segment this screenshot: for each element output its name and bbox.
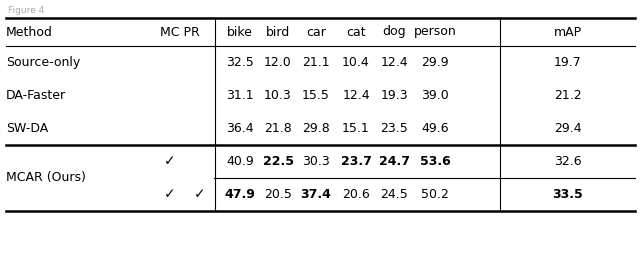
Text: 12.4: 12.4 (342, 89, 370, 102)
Text: 29.9: 29.9 (421, 56, 449, 69)
Text: person: person (413, 26, 456, 38)
Text: bike: bike (227, 26, 253, 38)
Text: 23.7: 23.7 (340, 155, 371, 168)
Text: 29.4: 29.4 (554, 122, 582, 135)
Text: 22.5: 22.5 (262, 155, 294, 168)
Text: 24.7: 24.7 (378, 155, 410, 168)
Text: Figure 4: Figure 4 (8, 6, 44, 15)
Text: 32.5: 32.5 (226, 56, 254, 69)
Text: 15.5: 15.5 (302, 89, 330, 102)
Text: 21.2: 21.2 (554, 89, 582, 102)
Text: 53.6: 53.6 (420, 155, 451, 168)
Text: ✓: ✓ (164, 188, 176, 201)
Text: bird: bird (266, 26, 290, 38)
Text: Method: Method (6, 26, 53, 38)
Text: 40.9: 40.9 (226, 155, 254, 168)
Text: dog: dog (382, 26, 406, 38)
Text: ✓: ✓ (194, 188, 206, 201)
Text: 12.4: 12.4 (380, 56, 408, 69)
Text: 29.8: 29.8 (302, 122, 330, 135)
Text: 19.7: 19.7 (554, 56, 582, 69)
Text: 12.0: 12.0 (264, 56, 292, 69)
Text: 37.4: 37.4 (301, 188, 332, 201)
Text: 39.0: 39.0 (421, 89, 449, 102)
Text: 49.6: 49.6 (421, 122, 449, 135)
Text: 24.5: 24.5 (380, 188, 408, 201)
Text: 33.5: 33.5 (552, 188, 584, 201)
Text: SW-DA: SW-DA (6, 122, 48, 135)
Text: 47.9: 47.9 (225, 188, 255, 201)
Text: MC PR: MC PR (160, 26, 200, 38)
Text: 31.1: 31.1 (226, 89, 254, 102)
Text: ✓: ✓ (164, 155, 176, 168)
Text: 36.4: 36.4 (226, 122, 254, 135)
Text: Source-only: Source-only (6, 56, 80, 69)
Text: 32.6: 32.6 (554, 155, 582, 168)
Text: cat: cat (346, 26, 366, 38)
Text: 20.6: 20.6 (342, 188, 370, 201)
Text: 15.1: 15.1 (342, 122, 370, 135)
Text: 50.2: 50.2 (421, 188, 449, 201)
Text: 10.3: 10.3 (264, 89, 292, 102)
Text: 23.5: 23.5 (380, 122, 408, 135)
Text: 19.3: 19.3 (380, 89, 408, 102)
Text: 10.4: 10.4 (342, 56, 370, 69)
Text: car: car (306, 26, 326, 38)
Text: mAP: mAP (554, 26, 582, 38)
Text: DA-Faster: DA-Faster (6, 89, 66, 102)
Text: 21.1: 21.1 (302, 56, 330, 69)
Text: 21.8: 21.8 (264, 122, 292, 135)
Text: MCAR (Ours): MCAR (Ours) (6, 172, 86, 184)
Text: 30.3: 30.3 (302, 155, 330, 168)
Text: 20.5: 20.5 (264, 188, 292, 201)
